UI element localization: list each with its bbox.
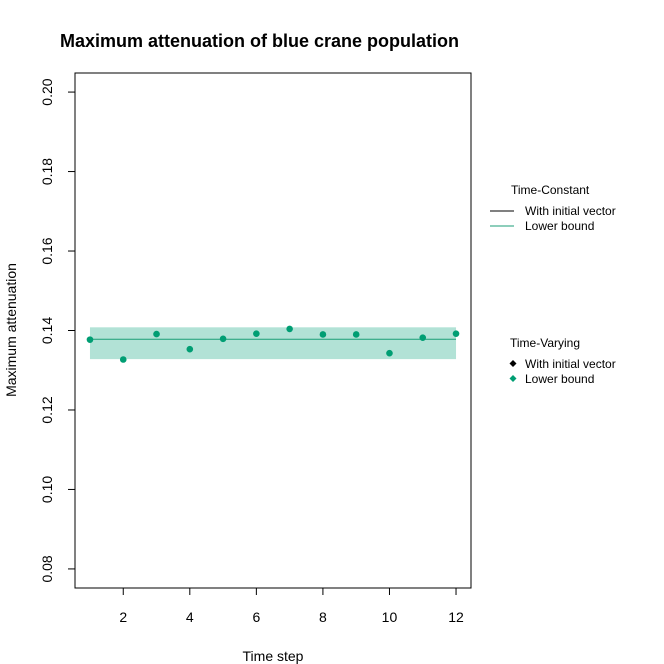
chart-title: Maximum attenuation of blue crane popula… (60, 31, 459, 51)
legend-marker-lower-bound (509, 375, 517, 382)
legend-time-varying-title: Time-Varying (510, 336, 580, 350)
y-tick-label: 0.12 (39, 396, 55, 423)
legend-marker-with-initial-vector (509, 360, 517, 367)
y-tick-label: 0.18 (39, 158, 55, 185)
data-point (86, 336, 94, 343)
x-tick-label: 4 (186, 609, 194, 625)
plot-area (86, 325, 460, 363)
x-tick-label: 10 (382, 609, 398, 625)
data-point (352, 331, 360, 338)
data-point (452, 330, 460, 337)
x-axis: 2 4 6 8 10 12 (119, 587, 464, 625)
data-point (286, 325, 293, 333)
data-point (253, 330, 260, 337)
legend-time-constant-title: Time-Constant (511, 183, 590, 197)
y-tick-label: 0.16 (39, 237, 55, 264)
legend-label-with-initial-vector: With initial vector (525, 204, 616, 218)
legend-label-tv-lower-bound: Lower bound (525, 372, 594, 386)
legend-label-lower-bound: Lower bound (525, 219, 594, 233)
data-point (119, 356, 127, 363)
legend-time-varying: Time-Varying With initial vector Lower b… (509, 336, 616, 386)
y-axis-title: Maximum attenuation (3, 263, 19, 397)
time-varying-points (86, 325, 460, 363)
legend-time-constant: Time-Constant With initial vector Lower … (490, 183, 616, 233)
data-point (386, 349, 393, 357)
x-tick-label: 12 (448, 609, 464, 625)
x-tick-label: 2 (119, 609, 127, 625)
x-tick-label: 8 (319, 609, 327, 625)
data-point (419, 334, 427, 341)
data-point (319, 331, 327, 338)
y-axis: 0.08 0.10 0.12 0.14 0.16 0.18 0.20 (39, 78, 76, 583)
y-tick-label: 0.10 (39, 476, 55, 503)
y-tick-label: 0.08 (39, 555, 55, 582)
lower-bound-band (89, 327, 457, 360)
y-tick-label: 0.14 (39, 317, 55, 344)
x-axis-title: Time step (243, 648, 304, 664)
y-tick-label: 0.20 (39, 78, 55, 105)
data-point (153, 330, 160, 338)
data-point (219, 335, 227, 343)
legend-label-tv-with-initial-vector: With initial vector (525, 357, 616, 371)
data-point (186, 345, 194, 353)
x-tick-label: 6 (252, 609, 260, 625)
